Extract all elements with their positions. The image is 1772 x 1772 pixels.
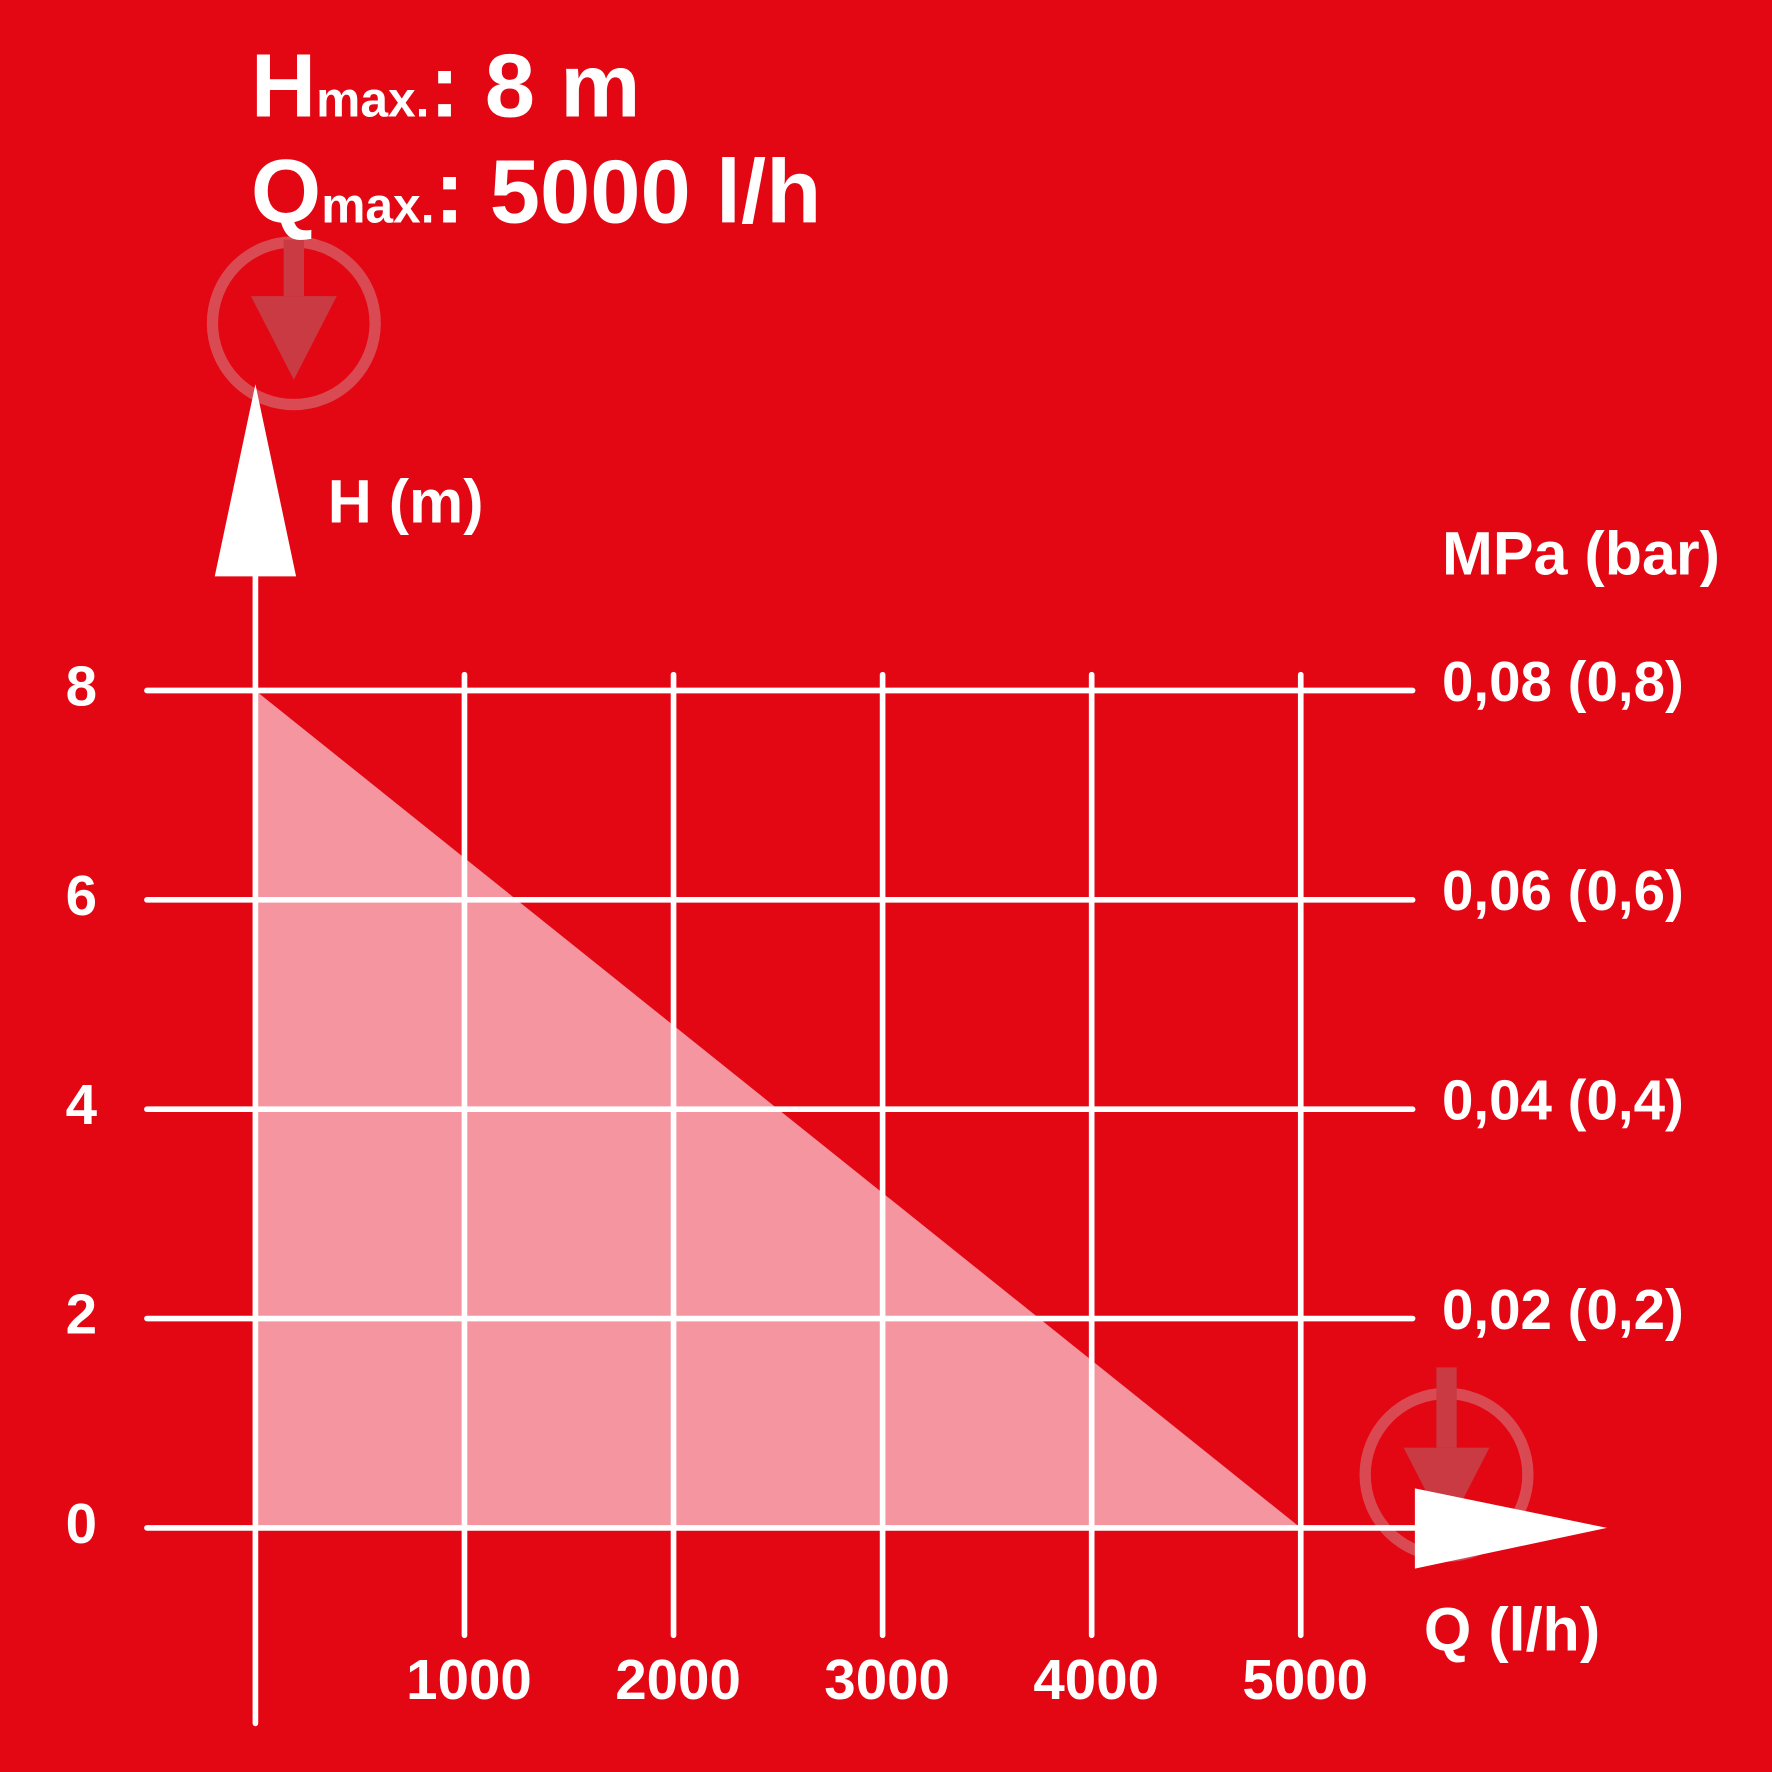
y2-tick-label: 0,06 (0,6) <box>1442 859 1684 922</box>
y-axis-label: H (m) <box>328 467 484 535</box>
spec-subscript: max. <box>321 178 434 234</box>
y2-axis-label: MPa (bar) <box>1442 519 1720 587</box>
y2-tick-label: 0,08 (0,8) <box>1442 650 1684 713</box>
spec-symbol: Q <box>251 142 321 243</box>
spec-line: Qmax.: 5000 l/h <box>251 142 822 243</box>
x-axis-arrow <box>1414 1488 1608 1569</box>
y2-tick-label: 0,04 (0,4) <box>1442 1069 1684 1132</box>
y-tick-label: 6 <box>66 864 97 927</box>
spec-line: Hmax.: 8 m <box>251 35 641 136</box>
y2-tick-label: 0,02 (0,2) <box>1442 1278 1684 1341</box>
y-tick-label: 8 <box>66 654 97 717</box>
x-tick-label: 1000 <box>406 1648 532 1711</box>
x-tick-label: 2000 <box>615 1648 741 1711</box>
spec-subscript: max. <box>316 71 429 127</box>
spec-value: : 5000 l/h <box>435 142 822 243</box>
spec-value: : 8 m <box>429 35 640 136</box>
x-axis-label: Q (l/h) <box>1424 1595 1600 1663</box>
x-tick-label: 4000 <box>1033 1648 1159 1711</box>
y-axis-arrow <box>214 384 297 577</box>
y-tick-label: 0 <box>66 1492 97 1555</box>
spec-symbol: H <box>251 35 316 136</box>
x-tick-label: 3000 <box>824 1648 950 1711</box>
y-tick-label: 2 <box>66 1282 97 1345</box>
x-tick-label: 5000 <box>1242 1648 1368 1711</box>
y-tick-label: 4 <box>66 1073 98 1136</box>
